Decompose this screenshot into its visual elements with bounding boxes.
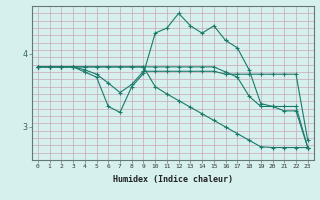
X-axis label: Humidex (Indice chaleur): Humidex (Indice chaleur) xyxy=(113,175,233,184)
